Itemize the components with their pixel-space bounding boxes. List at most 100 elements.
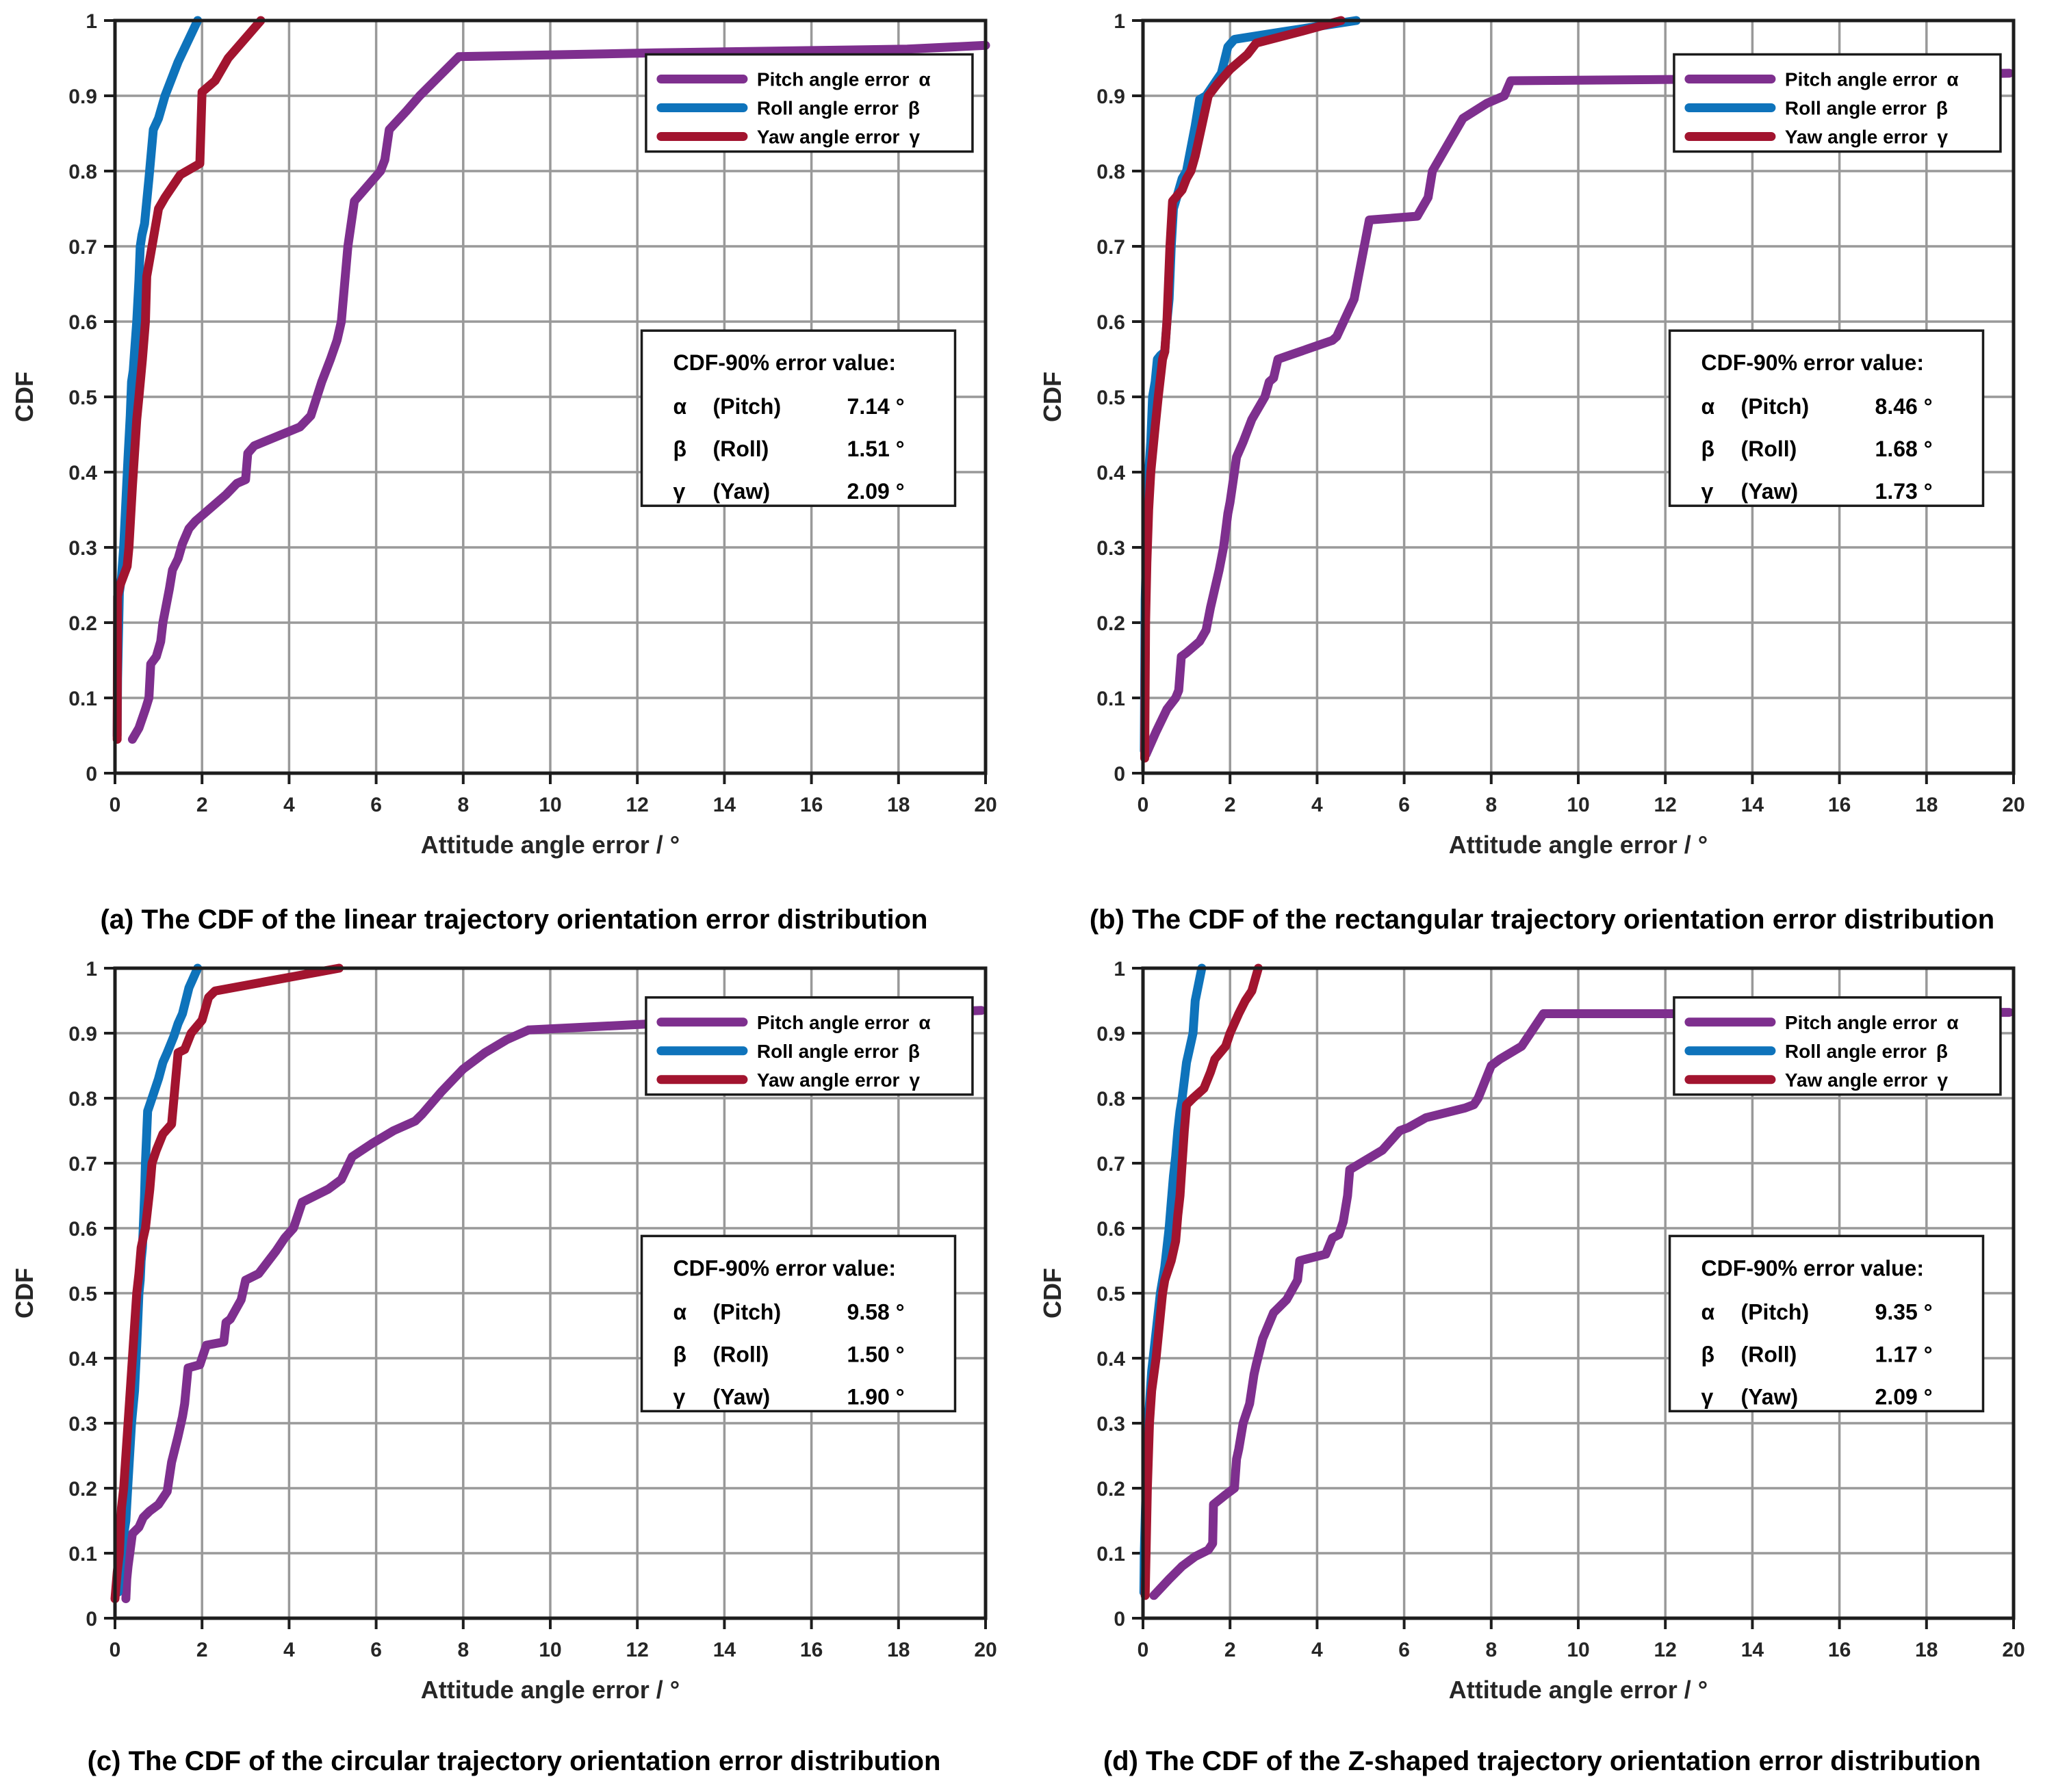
annotation-name: (Pitch) xyxy=(1741,1299,1810,1324)
panel-a: 0 2 4 6 8 10 12 14 16 18 20 0 0.1 0.2 0.3 0.4 0.5 0.6 0.7 0… xyxy=(0,0,1028,951)
legend-symbol: β xyxy=(908,98,920,119)
x-tick-label: 6 xyxy=(1398,1639,1410,1661)
annotation-symbol: β xyxy=(1701,1342,1715,1366)
y-tick-label: 0.6 xyxy=(1096,311,1125,334)
series-line-pitch xyxy=(1142,68,2014,759)
x-tick-label: 12 xyxy=(626,794,649,816)
y-tick-label: 0.5 xyxy=(1096,1283,1125,1306)
x-tick-label: 10 xyxy=(1567,1639,1589,1661)
x-tick-label: 18 xyxy=(1915,1639,1938,1661)
y-tick-label: 0 xyxy=(1114,1608,1125,1631)
y-tick-label: 0.9 xyxy=(68,86,97,108)
x-tick-label: 2 xyxy=(1224,794,1236,816)
annotation-title: CDF-90% error value: xyxy=(1701,350,1924,375)
y-axis-label: CDF xyxy=(1038,372,1066,422)
x-tick-label: 10 xyxy=(539,1639,561,1661)
axes-box xyxy=(1141,966,2016,1620)
y-tick-label: 0.6 xyxy=(1096,1218,1125,1241)
axes-box xyxy=(113,18,988,775)
annotation-name: (Roll) xyxy=(1741,437,1797,461)
annotation-box xyxy=(640,1234,957,1413)
x-tick-label: 8 xyxy=(457,1639,469,1661)
x-tick-label: 20 xyxy=(2002,794,2025,816)
y-tick-label: 0 xyxy=(86,763,97,785)
legend-symbol: α xyxy=(918,69,930,90)
x-tick-label: 8 xyxy=(1485,1639,1497,1661)
annotation-value: 2.09 ° xyxy=(847,479,905,504)
y-tick-label: 0.3 xyxy=(68,537,97,560)
legend-label: Roll angle error β xyxy=(1785,98,1948,119)
legend-label: Roll angle error β xyxy=(757,98,920,119)
legend-symbol: α xyxy=(918,1012,930,1033)
x-tick-label: 14 xyxy=(713,1639,736,1661)
y-tick-label: 0.1 xyxy=(1096,688,1125,710)
legend-label: Yaw angle error γ xyxy=(1785,127,1949,148)
y-tick-label: 1 xyxy=(1114,958,1125,981)
y-tick-label: 0 xyxy=(1114,763,1125,785)
caption-b: (b) The CDF of the rectangular trajector… xyxy=(1089,904,1995,935)
annotation-name: (Roll) xyxy=(1741,1342,1797,1366)
x-axis-label: Attitude angle error / ° xyxy=(1449,831,1708,859)
annotation-value: 1.68 ° xyxy=(1875,437,1933,461)
annotation-name: (Pitch) xyxy=(1741,394,1810,419)
panel-c: 0 2 4 6 8 10 12 14 16 18 20 0 0.1 0.2 0.3 0.4 0.5 0.6 0.7 0… xyxy=(0,951,1028,1792)
annotation-value: 1.17 ° xyxy=(1875,1342,1933,1366)
annotation-symbol: γ xyxy=(673,1384,686,1409)
x-tick-label: 16 xyxy=(800,1639,823,1661)
annotation-value: 7.14 ° xyxy=(847,394,905,419)
y-axis-label: CDF xyxy=(10,372,38,422)
y-tick-label: 0.7 xyxy=(1096,236,1125,259)
y-tick-label: 0.8 xyxy=(68,1088,97,1111)
annotation-value: 9.58 ° xyxy=(847,1299,905,1324)
x-tick-label: 20 xyxy=(2002,1639,2025,1661)
annotation-name: (Pitch) xyxy=(713,1299,782,1324)
annotation-value: 1.90 ° xyxy=(847,1384,905,1409)
x-tick-label: 0 xyxy=(1138,1639,1149,1661)
y-tick-label: 0.8 xyxy=(1096,1088,1125,1111)
x-tick-label: 16 xyxy=(1828,1639,1851,1661)
annotation-value: 9.35 ° xyxy=(1875,1299,1933,1324)
x-tick-label: 12 xyxy=(1654,1639,1677,1661)
caption-c: (c) The CDF of the circular trajectory o… xyxy=(87,1745,941,1776)
annotation-name: (Yaw) xyxy=(1741,479,1799,504)
axes-box xyxy=(1141,18,2016,775)
legend-label: Yaw angle error γ xyxy=(1785,1069,1949,1091)
annotation-value: 8.46 ° xyxy=(1875,394,1933,419)
x-axis-label: Attitude angle error / ° xyxy=(421,831,680,859)
x-tick-label: 4 xyxy=(1311,1639,1323,1661)
annotation-value: 2.09 ° xyxy=(1875,1384,1933,1409)
x-tick-label: 12 xyxy=(626,1639,649,1661)
annotation-symbol: α xyxy=(673,394,687,419)
x-tick-label: 16 xyxy=(800,794,823,816)
legend-label: Pitch angle error α xyxy=(757,69,931,90)
annotation-title: CDF-90% error value: xyxy=(1701,1256,1924,1280)
series-line-yaw xyxy=(1140,963,1263,1600)
legend-symbol: β xyxy=(908,1041,920,1062)
y-tick-label: 0.5 xyxy=(1096,387,1125,409)
y-tick-label: 1 xyxy=(86,10,97,33)
annotation-name: (Roll) xyxy=(713,1342,769,1366)
x-tick-label: 14 xyxy=(1741,794,1764,816)
y-tick-label: 0.4 xyxy=(1096,1348,1125,1371)
legend-symbol: γ xyxy=(909,127,920,148)
annotation-value: 1.50 ° xyxy=(847,1342,905,1366)
series-line-pitch xyxy=(1149,1008,2014,1600)
annotation-name: (Pitch) xyxy=(713,394,782,419)
legend-label: Roll angle error β xyxy=(757,1041,920,1062)
legend-symbol: α xyxy=(1946,69,1958,90)
legend-symbol: γ xyxy=(909,1069,920,1091)
y-tick-label: 1 xyxy=(1114,10,1125,33)
series-line-pitch xyxy=(121,1006,986,1603)
annotation-box xyxy=(1668,329,1985,507)
y-tick-label: 0.4 xyxy=(1096,462,1125,484)
x-tick-label: 6 xyxy=(370,1639,382,1661)
annotation-value: 1.73 ° xyxy=(1875,479,1933,504)
series-line-roll xyxy=(112,16,203,740)
panel-d: 0 2 4 6 8 10 12 14 16 18 20 0 0.1 0.2 0.3 0.4 0.5 0.6 0.7 0… xyxy=(1028,951,2056,1792)
cdf-chart-rectangular: 0 2 4 6 8 10 12 14 16 18 20 0 0.1 0.2 0.3 0.4 0.5 0.6 0.7 0… xyxy=(1028,0,2056,889)
annotation-title: CDF-90% error value: xyxy=(673,350,896,375)
x-tick-label: 8 xyxy=(1485,794,1497,816)
legend-symbol: α xyxy=(1946,1012,1958,1033)
y-tick-label: 0.3 xyxy=(1096,537,1125,560)
legend-label: Pitch angle error α xyxy=(757,1012,931,1033)
